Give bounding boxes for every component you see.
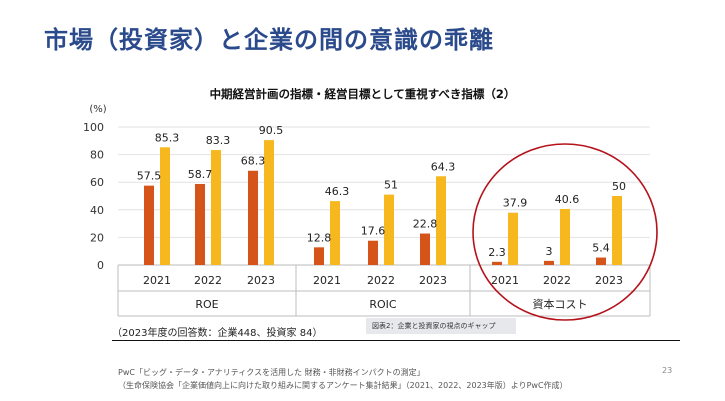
group-label: 資本コスト	[533, 297, 588, 311]
highlight-circle	[472, 143, 658, 321]
bar-investor	[612, 196, 622, 265]
x-tick-label: 2022	[194, 274, 222, 287]
slide-title: 市場（投資家）と企業の間の意識の乖離	[44, 26, 494, 54]
data-label-investor: 51	[384, 179, 398, 192]
source-line-1: PwC「ビッグ・データ・アナリティクスを活用した 財務・非財務インパクトの測定」	[118, 368, 425, 377]
x-tick-label: 2021	[143, 274, 171, 287]
data-label-company: 12.8	[307, 231, 332, 244]
chart-title: 中期経営計画の指標・経営目標として重視すべき指標（2）	[209, 87, 516, 101]
y-tick-label: 100	[83, 121, 104, 134]
bar-investor	[211, 150, 221, 265]
data-label-company: 17.6	[361, 225, 386, 238]
divider-line	[112, 340, 680, 341]
bar-investor	[330, 201, 340, 265]
bar-investor	[384, 194, 394, 265]
x-tick-label: 2022	[367, 274, 395, 287]
data-label-investor: 90.5	[259, 124, 284, 137]
y-tick-label: 0	[97, 259, 104, 272]
group-label: ROIC	[369, 298, 397, 311]
data-label-investor: 85.3	[155, 131, 180, 144]
bar-company	[195, 183, 205, 265]
bar-investor	[560, 208, 570, 265]
data-label-company: 58.7	[188, 168, 213, 181]
bar-investor	[508, 212, 518, 265]
y-unit-label: (%)	[89, 104, 106, 115]
bar-company	[314, 247, 324, 265]
bar-investor	[264, 140, 274, 265]
y-tick-label: 80	[90, 149, 104, 162]
bar-company	[368, 240, 378, 265]
x-tick-label: 2023	[595, 274, 623, 287]
bar-company	[596, 257, 606, 265]
bar-company	[248, 170, 258, 265]
x-tick-label: 2021	[491, 274, 519, 287]
data-label-investor: 46.3	[325, 185, 350, 198]
data-label-company: 3	[546, 245, 553, 258]
page-number: 23	[662, 366, 673, 375]
response-count-note: （2023年度の回答数：企業448、投資家 84）	[112, 328, 323, 339]
y-tick-label: 20	[90, 231, 104, 244]
data-label-company: 57.5	[137, 170, 162, 183]
bar-investor	[160, 147, 170, 265]
source-line-2: （生命保険協会「企業価値向上に向けた取り組みに関するアンケート集計結果」（202…	[118, 381, 568, 390]
bar-company	[492, 261, 502, 265]
data-label-investor: 40.6	[555, 193, 580, 206]
figure-caption: 図表2：企業と投資家の視点のギャップ	[366, 318, 516, 334]
data-label-company: 22.8	[413, 218, 438, 231]
data-label-investor: 83.3	[206, 134, 231, 147]
bar-company	[144, 185, 154, 265]
data-label-investor: 50	[612, 180, 626, 193]
bar-company	[420, 233, 430, 265]
bar-company	[544, 260, 554, 265]
x-tick-label: 2021	[313, 274, 341, 287]
data-label-investor: 64.3	[431, 160, 456, 173]
data-label-investor: 37.9	[503, 197, 528, 210]
x-tick-label: 2022	[543, 274, 571, 287]
x-tick-label: 2023	[419, 274, 447, 287]
bar-investor	[436, 176, 446, 265]
source-text: PwC「ビッグ・データ・アナリティクスを活用した 財務・非財務インパクトの測定」…	[118, 366, 568, 392]
y-tick-label: 40	[90, 204, 104, 217]
data-label-company: 68.3	[241, 155, 266, 168]
group-label: ROE	[195, 298, 218, 311]
data-label-company: 2.3	[488, 246, 506, 259]
y-tick-label: 60	[90, 176, 104, 189]
data-label-company: 5.4	[592, 242, 610, 255]
x-tick-label: 2023	[247, 274, 275, 287]
